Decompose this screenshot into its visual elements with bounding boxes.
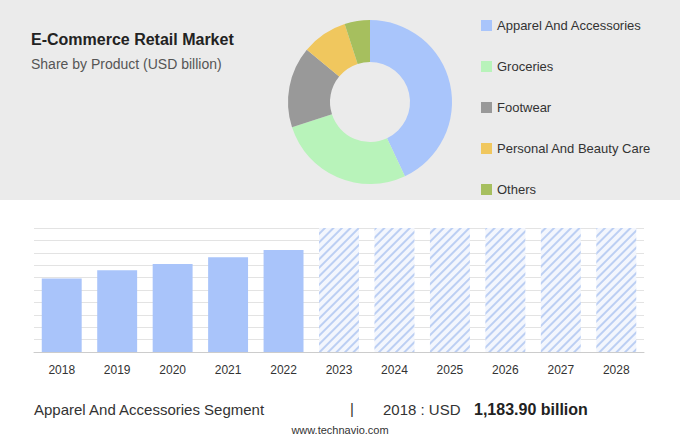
svg-text:E-Commerce Retail Market: E-Commerce Retail Market (31, 31, 234, 48)
svg-text:|: | (350, 400, 354, 417)
svg-text:2025: 2025 (437, 363, 464, 377)
svg-text:Apparel And Accessories: Apparel And Accessories (497, 18, 641, 33)
svg-text:1,183.90 billion: 1,183.90 billion (474, 401, 588, 418)
svg-text:2028: 2028 (603, 363, 630, 377)
svg-text:Share by Product (USD billion): Share by Product (USD billion) (31, 56, 222, 72)
svg-text:2022: 2022 (270, 363, 297, 377)
svg-text:2018 : USD: 2018 : USD (383, 401, 461, 418)
svg-text:2020: 2020 (159, 363, 186, 377)
svg-text:www.technavio.com: www.technavio.com (290, 424, 388, 436)
svg-text:2021: 2021 (215, 363, 242, 377)
svg-text:Groceries: Groceries (497, 59, 554, 74)
svg-text:2024: 2024 (381, 363, 408, 377)
svg-text:2026: 2026 (492, 363, 519, 377)
svg-text:Apparel And Accessories Segmen: Apparel And Accessories Segment (34, 401, 265, 418)
svg-text:Footwear: Footwear (497, 100, 552, 115)
svg-text:2023: 2023 (326, 363, 353, 377)
svg-text:Others: Others (497, 182, 537, 197)
svg-text:Personal And Beauty Care: Personal And Beauty Care (497, 141, 650, 156)
svg-text:2019: 2019 (104, 363, 131, 377)
svg-text:2018: 2018 (48, 363, 75, 377)
svg-text:2027: 2027 (547, 363, 574, 377)
